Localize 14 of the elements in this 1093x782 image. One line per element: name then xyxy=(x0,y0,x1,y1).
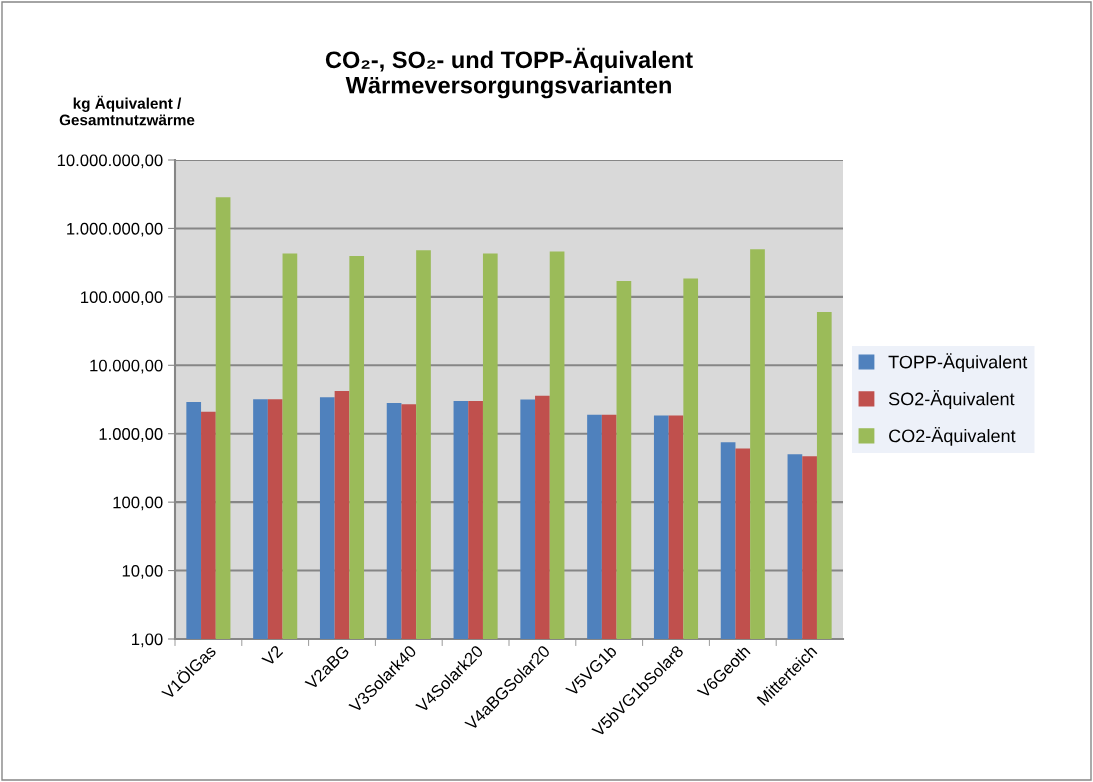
y-tick-label: 1.000,00 xyxy=(99,428,163,442)
y-tick-label: 10.000,00 xyxy=(90,359,163,374)
y-tick-label: 1,00 xyxy=(132,633,163,648)
legend-label: SO2-Äquivalent xyxy=(888,390,1015,409)
x-tick-label: V2 xyxy=(261,644,284,667)
y-tick-label: 1.000.000,00 xyxy=(67,222,163,237)
legend-label: TOPP-Äquivalent xyxy=(888,353,1028,373)
y-tick-label: 10,00 xyxy=(122,564,163,579)
y-tick-label: 100,00 xyxy=(113,496,163,511)
chart-title: CO₂-, SO₂- und TOPP-Äquivalent Wärmeversorgungsvarianten xyxy=(325,47,693,99)
y-tick-label: 100.000,00 xyxy=(81,291,163,306)
legend-label: CO2-Äquivalent xyxy=(889,426,1016,446)
y-tick-label: 10.000.000,00 xyxy=(57,154,163,169)
y-axis-title: kg Äquivalent / Gesamtnutzwärme xyxy=(59,95,195,126)
